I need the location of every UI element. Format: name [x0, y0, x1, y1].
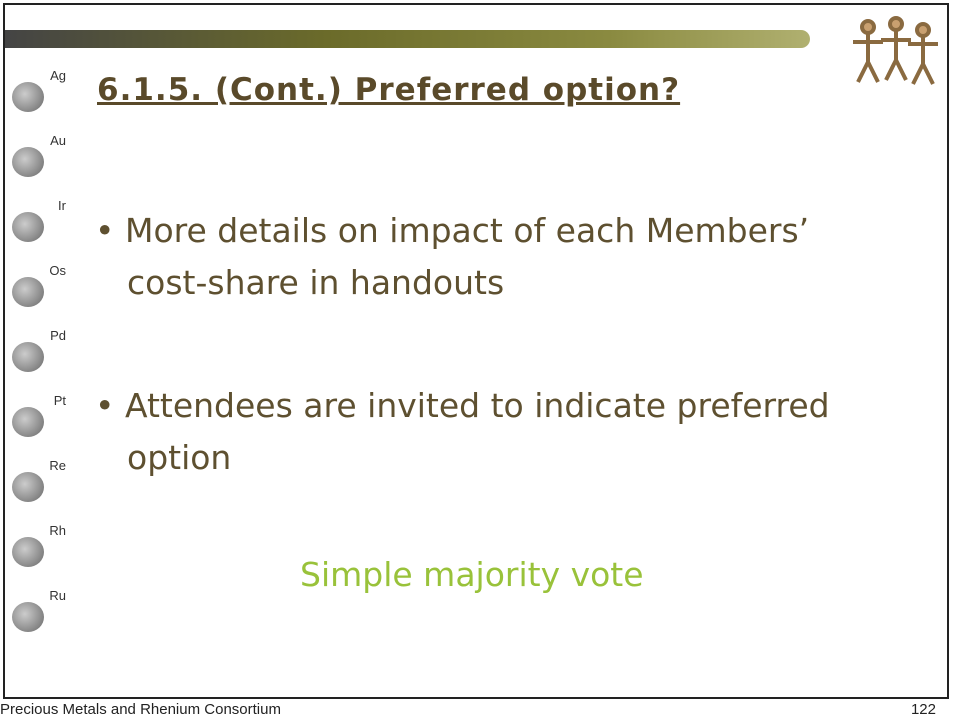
slide: 6.1.5. (Cont.) Preferred option? • More …: [0, 0, 954, 722]
element-symbol: Re: [49, 458, 66, 473]
bullet: • Attendees are invited to indicate pref…: [95, 380, 847, 484]
element-image: [12, 602, 44, 632]
element-symbol: Rh: [49, 523, 66, 538]
bullet: • More details on impact of each Members…: [95, 205, 847, 309]
element-symbol: Pd: [50, 328, 66, 343]
element-image: [12, 277, 44, 307]
element-symbol: Os: [49, 263, 66, 278]
element-icon: Au: [10, 133, 70, 191]
element-symbol: Ir: [58, 198, 66, 213]
element-image: [12, 407, 44, 437]
logo: [848, 12, 943, 92]
slide-title: 6.1.5. (Cont.) Preferred option?: [97, 72, 680, 108]
element-icon: Os: [10, 263, 70, 321]
bullet-text: More details on impact of each Members’ …: [125, 211, 809, 302]
element-image: [12, 342, 44, 372]
element-symbol: Au: [50, 133, 66, 148]
element-symbol: Ag: [50, 68, 66, 83]
element-image: [12, 147, 44, 177]
element-icon: Pd: [10, 328, 70, 386]
element-image: [12, 472, 44, 502]
header-bar: [5, 30, 810, 48]
element-image: [12, 537, 44, 567]
element-icon: Rh: [10, 523, 70, 581]
element-icon: Ru: [10, 588, 70, 646]
element-symbol: Pt: [54, 393, 66, 408]
element-icon: Re: [10, 458, 70, 516]
highlight: Simple majority vote: [300, 555, 644, 594]
element-icon: Ir: [10, 198, 70, 256]
element-image: [12, 212, 44, 242]
footer-text: Precious Metals and Rhenium Consortium: [0, 701, 281, 718]
element-image: [12, 82, 44, 112]
element-icon: Pt: [10, 393, 70, 451]
page-number: 122: [911, 701, 936, 718]
element-icon: Ag: [10, 68, 70, 126]
bullet-text: Attendees are invited to indicate prefer…: [125, 386, 830, 477]
element-symbol: Ru: [49, 588, 66, 603]
